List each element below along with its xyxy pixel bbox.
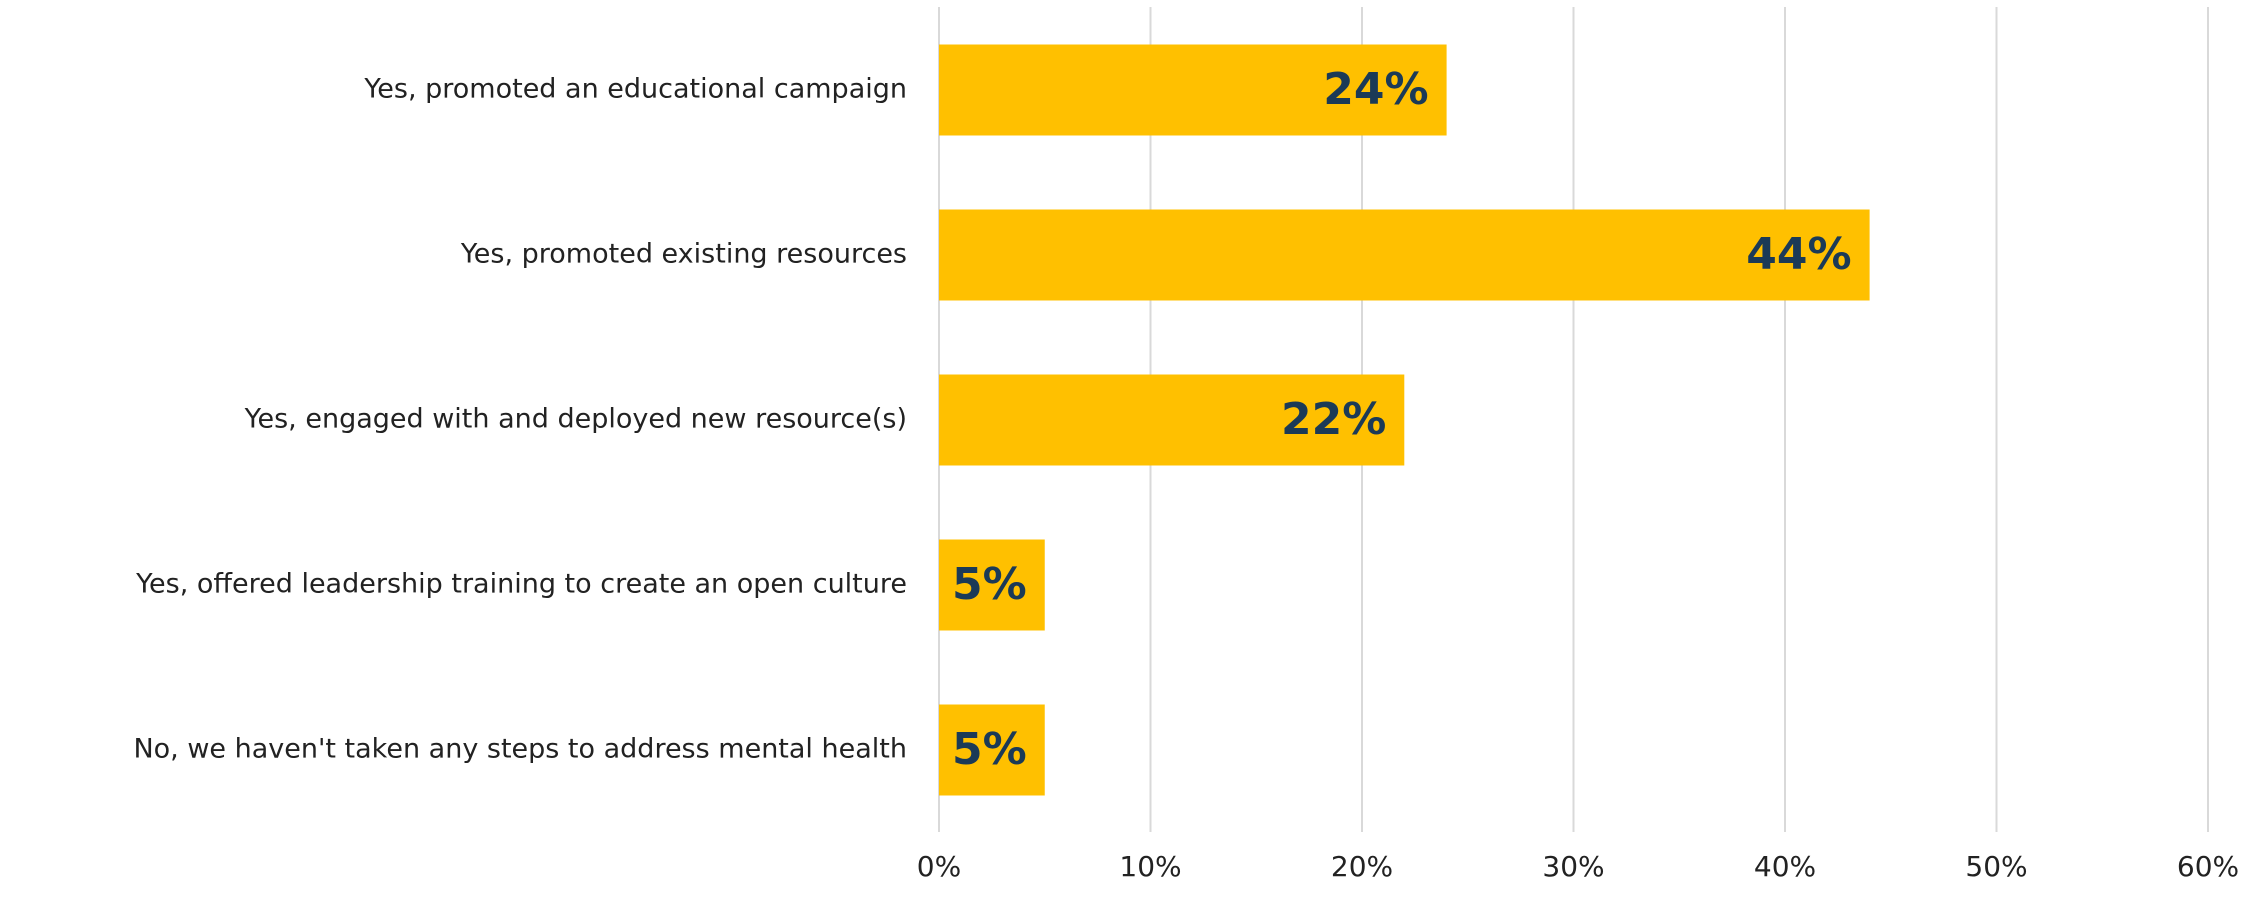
x-tick-label: 10% (1119, 850, 1181, 883)
data-label: 5% (952, 559, 1027, 610)
category-label: No, we haven't taken any steps to addres… (133, 734, 907, 765)
category-label: Yes, promoted an educational campaign (363, 74, 907, 105)
data-label: 24% (1323, 64, 1428, 115)
bar (939, 704, 1045, 796)
category-label: Yes, promoted existing resources (460, 239, 907, 270)
x-tick-label: 60% (2177, 850, 2239, 883)
x-tick-label: 20% (1331, 850, 1393, 883)
bar (939, 374, 1405, 466)
x-tick-label: 50% (1965, 850, 2027, 883)
x-tick-label: 30% (1542, 850, 1604, 883)
x-tick-label: 0% (917, 850, 961, 883)
category-label: Yes, engaged with and deployed new resou… (244, 404, 907, 435)
data-label: 22% (1281, 394, 1386, 445)
bar (939, 209, 1870, 301)
bar (939, 539, 1045, 631)
data-label: 44% (1746, 229, 1851, 280)
bar (939, 44, 1447, 136)
x-tick-label: 40% (1754, 850, 1816, 883)
data-label: 5% (952, 724, 1027, 775)
category-label: Yes, offered leadership training to crea… (135, 569, 907, 600)
